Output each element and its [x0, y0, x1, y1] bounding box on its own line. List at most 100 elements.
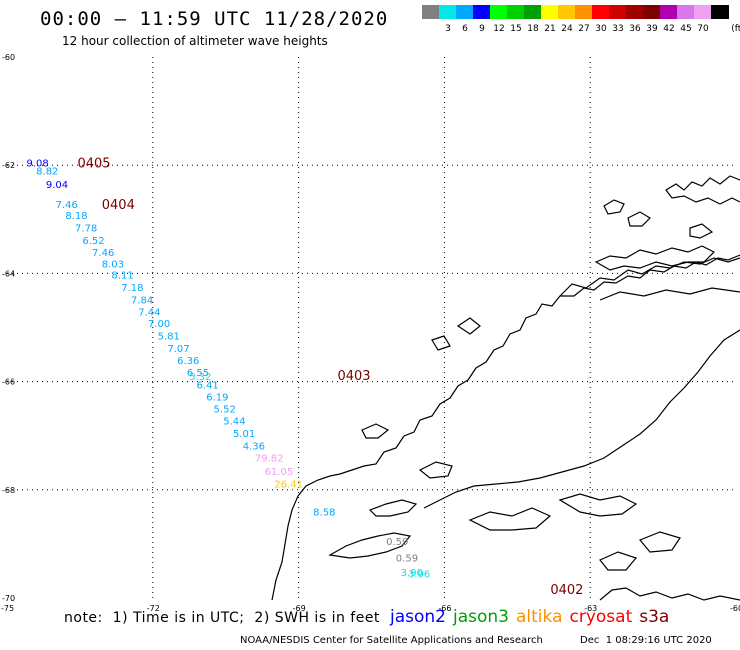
legend-entry: jason3 — [453, 607, 509, 627]
wave-height-value: 6.52 — [82, 236, 104, 247]
wave-height-value: 61.05 — [265, 467, 294, 478]
scale-swatch — [660, 5, 678, 19]
latitude-label: -60 — [2, 53, 15, 62]
wave-height-value: 8.03 — [102, 260, 124, 271]
scale-swatch — [694, 5, 712, 19]
scale-label: 12 — [493, 24, 505, 34]
scale-label: 6 — [462, 24, 468, 34]
footer-timestamp: Dec 1 08:29:16 UTC 2020 — [580, 635, 712, 646]
coastline — [271, 175, 740, 601]
scale-label: 24 — [561, 24, 573, 34]
scale-swatch — [677, 5, 695, 19]
scale-label: 30 — [595, 24, 607, 34]
wave-height-value: 6.55 — [187, 368, 209, 379]
scale-label: 9 — [479, 24, 485, 34]
wave-height-value: 8.82 — [36, 167, 58, 178]
scale-swatch — [439, 5, 457, 19]
latitude-label: -68 — [2, 486, 15, 495]
scale-swatch — [575, 5, 593, 19]
scale-label: 45 — [680, 24, 692, 34]
units-note: note: 1) Time is in UTC; 2) SWH is in fe… — [64, 610, 380, 626]
wave-height-value: 7.18 — [121, 283, 143, 294]
wave-height-value: 7.00 — [148, 319, 170, 330]
wave-height-value: 3.90 — [401, 568, 423, 579]
wave-height-value: 7.84 — [131, 295, 153, 306]
scale-unit: (ft) — [731, 24, 740, 34]
pass-id-label: 0405 — [77, 156, 110, 171]
legend-entry: altika — [516, 607, 563, 627]
longitude-label: -66 — [438, 604, 451, 613]
legend-entry: cryosat — [569, 607, 633, 627]
scale-swatch — [507, 5, 525, 19]
wave-height-value: 3.96 — [408, 570, 430, 581]
wave-height-value: 5.32 — [189, 372, 211, 383]
latitude-label: -66 — [2, 378, 15, 387]
latitude-labels: -60 -62 -64 -66 -68 -70 — [2, 53, 15, 603]
scale-label: 27 — [578, 24, 590, 34]
wave-height-value: 7.46 — [56, 200, 78, 211]
scale-swatch — [711, 5, 729, 19]
scale-swatch — [643, 5, 661, 19]
scale-swatch — [490, 5, 508, 19]
wave-height-value: 5.52 — [214, 405, 236, 416]
legend-entry: jason2 — [390, 607, 446, 627]
scale-label: 3 — [445, 24, 451, 34]
wave-height-value: 7.07 — [167, 344, 189, 355]
wave-height-value: 7.46 — [92, 248, 114, 259]
latitude-label: -64 — [2, 269, 15, 278]
scale-label: 36 — [629, 24, 641, 34]
satellite-legend: jason2 jason3 altika cryosat s3a — [390, 607, 676, 627]
wave-height-value: 0.59 — [396, 553, 418, 564]
wave-height-value: 9.04 — [46, 180, 68, 191]
scale-label: 42 — [663, 24, 675, 34]
scale-swatch — [422, 5, 440, 19]
wave-height-value: 5.44 — [223, 417, 245, 428]
scale-label: 70 — [697, 24, 709, 34]
scale-swatch — [592, 5, 610, 19]
map-title: 00:00 – 11:59 UTC 11/28/2020 — [40, 8, 389, 30]
wave-height-observations: 9.088.829.047.468.187.786.527.468.038.11… — [26, 158, 430, 580]
longitude-label: -63 — [584, 604, 597, 613]
wave-height-value: 79.82 — [255, 453, 284, 464]
longitude-label: -69 — [293, 604, 306, 613]
longitude-label: -72 — [147, 604, 160, 613]
pass-labels: 0405 0404 0403 0402 — [77, 156, 583, 597]
scale-swatch — [456, 5, 474, 19]
scale-label: 18 — [527, 24, 539, 34]
scale-swatch — [609, 5, 627, 19]
scale-swatch — [558, 5, 576, 19]
wave-height-value: 6.41 — [197, 380, 219, 391]
graticule — [7, 57, 736, 598]
latitude-label: -70 — [2, 594, 15, 603]
longitude-label: -60 — [730, 604, 740, 613]
latitude-label: -62 — [2, 161, 15, 170]
wave-height-value: 5.81 — [158, 332, 180, 343]
wave-height-value: 26.41 — [274, 479, 303, 490]
scale-label: 21 — [544, 24, 556, 34]
map-subtitle: 12 hour collection of altimeter wave hei… — [62, 34, 328, 48]
legend-entry: s3a — [639, 607, 670, 627]
longitude-label: -75 — [1, 604, 14, 613]
wave-height-value: 6.19 — [206, 393, 228, 404]
wave-height-value: 7.78 — [75, 223, 97, 234]
wave-height-value: 6.36 — [177, 356, 199, 367]
scale-swatch — [524, 5, 542, 19]
scale-label: 39 — [646, 24, 658, 34]
wave-height-value: 4.36 — [243, 441, 265, 452]
pass-id-label: 0404 — [102, 198, 135, 213]
wave-height-value: 8.18 — [65, 211, 87, 222]
wave-height-value: 5.01 — [233, 429, 255, 440]
wave-height-value: 7.44 — [138, 307, 160, 318]
scale-label: 33 — [612, 24, 624, 34]
pass-id-label: 0402 — [550, 583, 583, 598]
scale-swatch — [541, 5, 559, 19]
scale-label: 15 — [510, 24, 522, 34]
wave-height-value: 0.59 — [386, 537, 408, 548]
footer-credit: NOAA/NESDIS Center for Satellite Applica… — [240, 635, 543, 646]
wave-height-value: 8.11 — [111, 270, 133, 281]
wave-height-value: 8.58 — [313, 507, 335, 518]
scale-swatch — [473, 5, 491, 19]
longitude-labels: -75 -72 -69 -66 -63 -60 — [1, 604, 740, 613]
scale-swatch — [626, 5, 644, 19]
